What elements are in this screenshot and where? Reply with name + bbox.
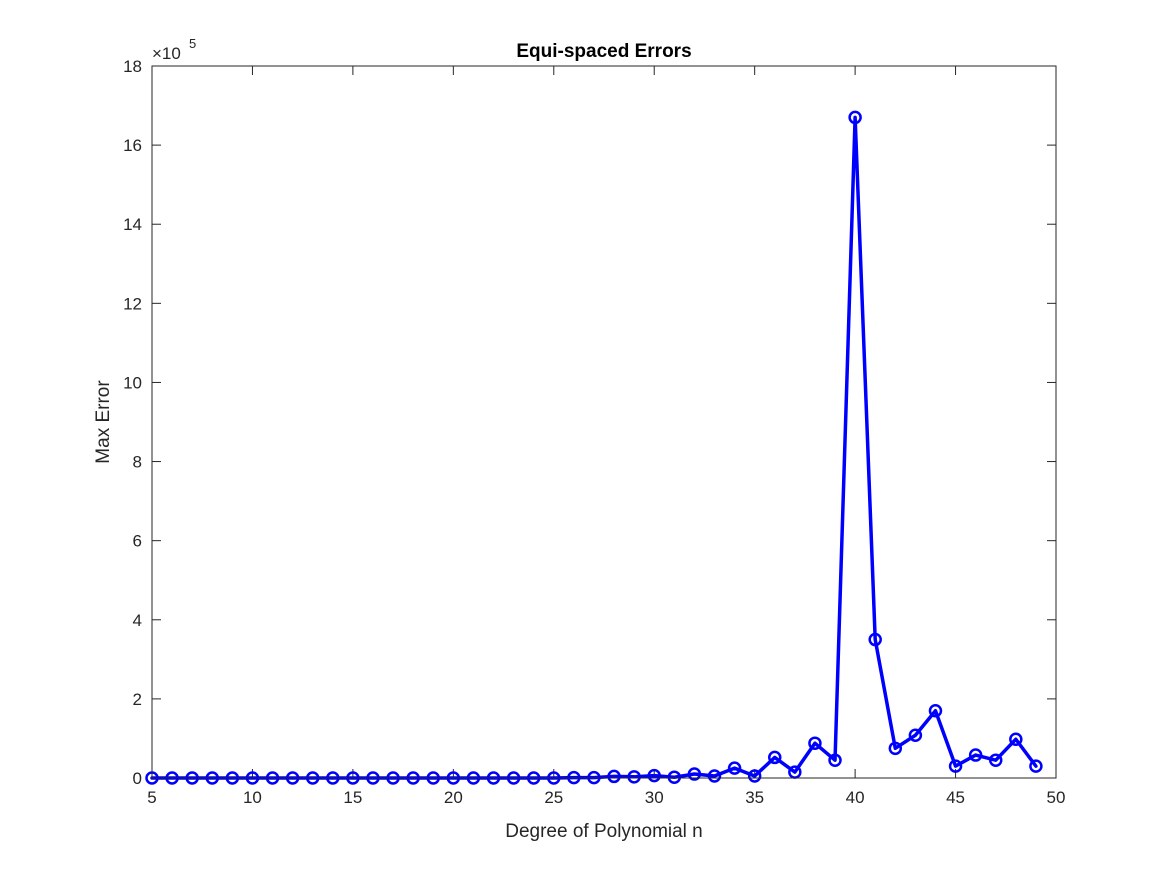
y-tick-label: 8 — [133, 453, 142, 472]
chart-title: Equi-spaced Errors — [516, 41, 691, 62]
y-tick-label: 2 — [133, 690, 142, 709]
data-point — [687, 767, 702, 781]
y-tick-label: 6 — [133, 532, 142, 551]
x-tick-label: 15 — [343, 788, 362, 807]
data-point — [848, 110, 862, 125]
x-axis-label: Degree of Polynomial n — [505, 821, 703, 842]
data-point — [948, 759, 963, 773]
x-tick-label: 50 — [1047, 788, 1066, 807]
data-point — [607, 769, 621, 784]
data-point — [908, 728, 923, 743]
y-tick-label: 16 — [123, 136, 142, 155]
y-axis-multiplier-exponent: 5 — [189, 36, 196, 51]
data-point — [627, 770, 641, 784]
data-point — [747, 769, 762, 783]
data-point — [667, 770, 682, 784]
x-tick-label: 35 — [745, 788, 764, 807]
data-point — [768, 750, 782, 765]
x-tick-label: 25 — [544, 788, 563, 807]
data-point — [1029, 759, 1043, 773]
data-point — [647, 768, 661, 783]
x-tick-label: 30 — [645, 788, 664, 807]
plot-area — [152, 66, 1056, 778]
data-point — [868, 632, 882, 647]
y-tick-label: 18 — [123, 57, 142, 76]
y-axis-label: Max Error — [93, 380, 114, 464]
data-point — [707, 769, 722, 783]
x-tick-label: 45 — [946, 788, 965, 807]
y-tick-label: 14 — [123, 215, 142, 234]
y-tick-label: 10 — [123, 373, 142, 392]
y-tick-label: 12 — [123, 294, 142, 313]
y-axis-multiplier: ×10 — [152, 44, 181, 63]
data-point — [808, 736, 822, 750]
tick-labels: 5 10 15 20 25 30 35 40 45 50 0 2 4 6 8 10 12 14 16 18 — [123, 57, 1065, 807]
x-tick-label: 40 — [846, 788, 865, 807]
data-point — [928, 704, 943, 718]
x-tick-label: 5 — [147, 788, 156, 807]
y-tick-label: 4 — [133, 611, 142, 630]
x-tick-label: 20 — [444, 788, 463, 807]
x-tick-label: 10 — [243, 788, 262, 807]
data-point — [828, 753, 842, 767]
data-point — [968, 748, 983, 762]
data-point — [888, 741, 903, 756]
y-tick-label: 0 — [133, 769, 142, 788]
axes-box — [151, 65, 1057, 779]
data-point — [727, 761, 742, 775]
data-point — [1009, 732, 1023, 746]
data-point — [988, 753, 1003, 767]
